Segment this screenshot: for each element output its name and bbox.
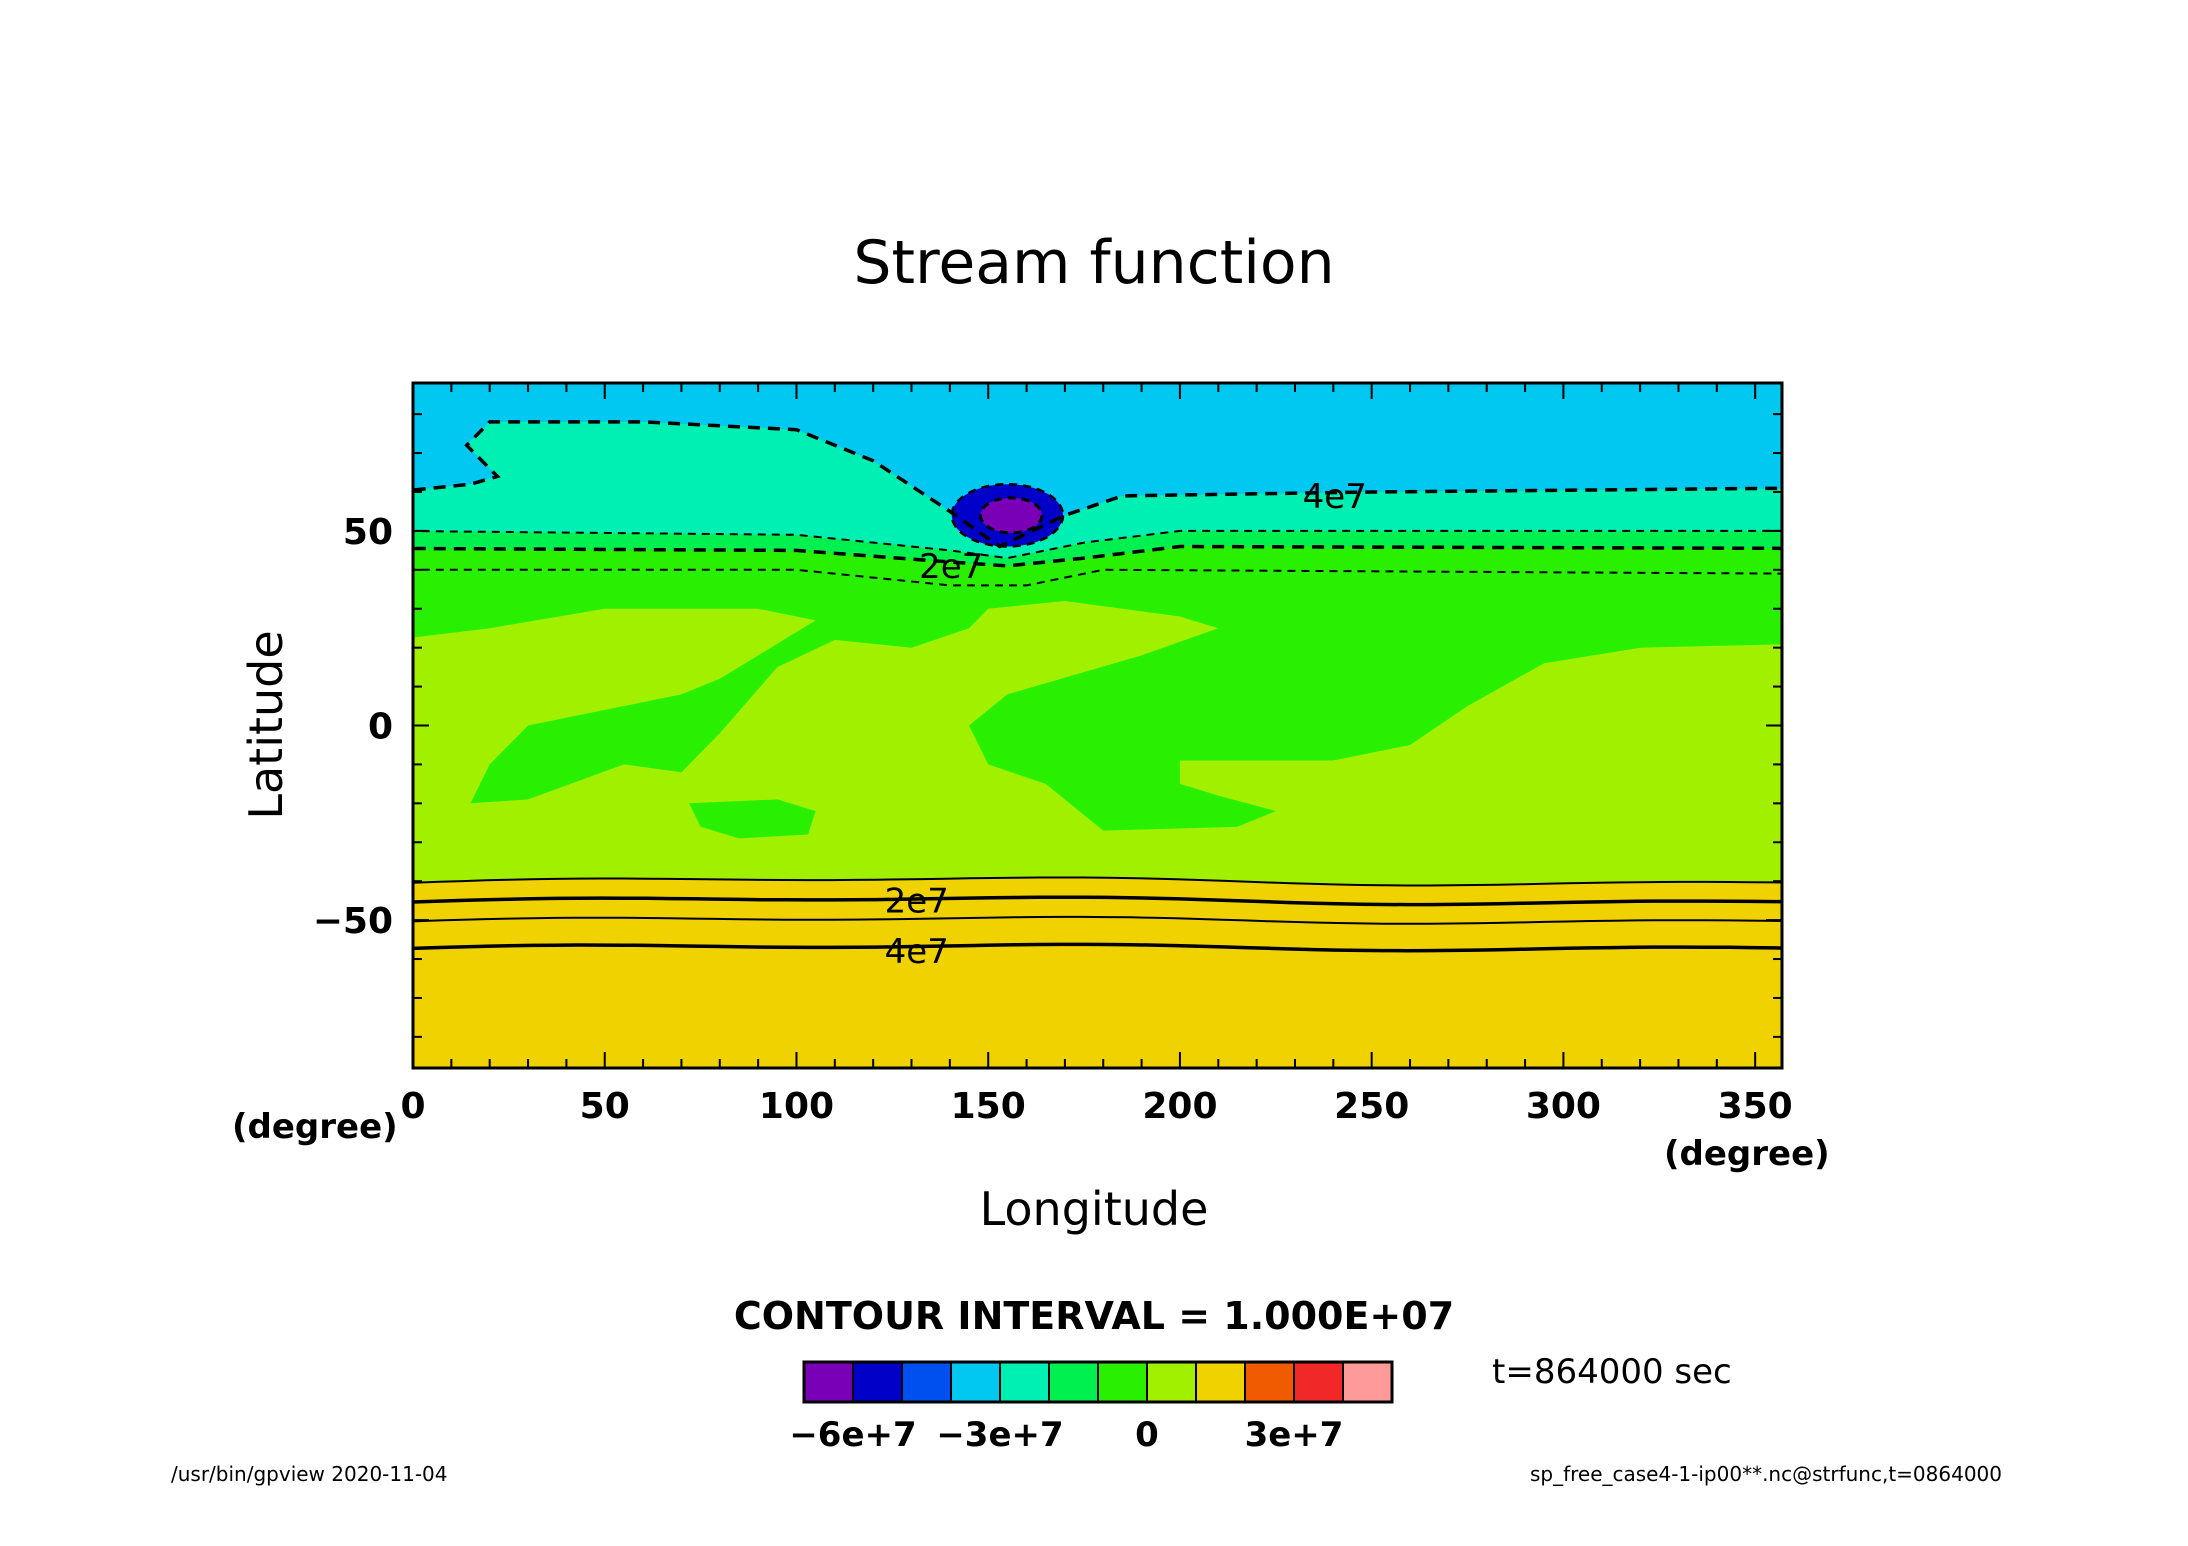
x-axis-unit: (degree): [1664, 1134, 1830, 1174]
colorbar-label-1: −3e+7: [936, 1415, 1063, 1455]
colorbar-swatch-9: [1244, 1361, 1295, 1403]
x-tick-label: 100: [759, 1086, 834, 1127]
band-south-3: [413, 878, 1782, 1068]
contour-low-outer: [950, 482, 1065, 548]
contour-label-1: 2e7: [919, 547, 983, 587]
contour-south-2: [413, 915, 1782, 925]
x-tick-label: 350: [1718, 1086, 1793, 1127]
y-tick-label: 50: [343, 512, 393, 553]
y-tick-label: 0: [368, 707, 393, 748]
colorbar-label-0: −6e+7: [789, 1415, 916, 1455]
colorbar-label-3: 3e+7: [1245, 1415, 1344, 1455]
colorbar-swatch-1: [852, 1361, 903, 1403]
contour-north-3: [413, 529, 1782, 560]
colorbar-swatch-4: [999, 1361, 1050, 1403]
contour-label-0: 4e7: [1303, 477, 1367, 517]
x-axis-title: Longitude: [979, 1182, 1209, 1236]
colorbar-swatch-2: [901, 1361, 952, 1403]
y-axis-title: Latitude: [239, 630, 293, 820]
footer-source: sp_free_case4-1-ip00**.nc@strfunc,t=0864…: [1529, 1462, 2002, 1486]
colorbar-swatch-10: [1293, 1361, 1344, 1403]
x-tick-label: 50: [580, 1086, 630, 1127]
colorbar-swatch-8: [1195, 1361, 1246, 1403]
x-tick-label: 200: [1142, 1086, 1217, 1127]
blob-north-tropics: [413, 569, 1782, 831]
colorbar-swatch-0: [803, 1361, 854, 1403]
colorbar: −6e+7 −3e+7 0 3e+7: [789, 1360, 1394, 1455]
colorbar-swatch-6: [1097, 1361, 1148, 1403]
region-north-cyan: [413, 383, 1782, 547]
colorbar-label-2: 0: [1135, 1415, 1159, 1455]
contour-field: [413, 383, 1782, 1068]
contour-south-0: [413, 876, 1782, 887]
chart-title: Stream function: [853, 228, 1335, 298]
contour-north-1: [413, 568, 1782, 587]
low-center-core: [980, 497, 1042, 533]
colorbar-border: [802, 1360, 1394, 1404]
contour-south-1: [413, 895, 1782, 907]
x-tick-label: 0: [400, 1086, 425, 1127]
contour-lines: [413, 420, 1782, 953]
y-axis-unit: (degree): [232, 1107, 398, 1147]
axis-ticks: 0 50 100 150 200 250 300 350 −50 0 50: [313, 383, 1793, 1127]
y-tick-label: −50: [313, 901, 393, 942]
colorbar-swatch-7: [1146, 1361, 1197, 1403]
x-tick-label: 300: [1526, 1086, 1601, 1127]
x-tick-label: 150: [951, 1086, 1026, 1127]
colorbar-swatch-3: [950, 1361, 1001, 1403]
contour-south-3: [413, 942, 1782, 953]
contour-label-3: 4e7: [885, 932, 949, 972]
contour-interval-label: CONTOUR INTERVAL = 1.000E+07: [733, 1294, 1455, 1338]
colorbar-swatch-11: [1342, 1361, 1393, 1403]
contour-low-inner: [979, 496, 1044, 535]
time-label: t=864000 sec: [1492, 1352, 1732, 1392]
footer-program: /usr/bin/gpview 2020-11-04: [171, 1462, 448, 1486]
contour-north-2: [413, 544, 1782, 568]
contour-north-4: [413, 420, 1782, 549]
blob-south-small: [689, 799, 816, 839]
x-tick-label: 250: [1334, 1086, 1409, 1127]
contour-label-2: 2e7: [885, 882, 949, 922]
colorbar-swatch-5: [1048, 1361, 1099, 1403]
